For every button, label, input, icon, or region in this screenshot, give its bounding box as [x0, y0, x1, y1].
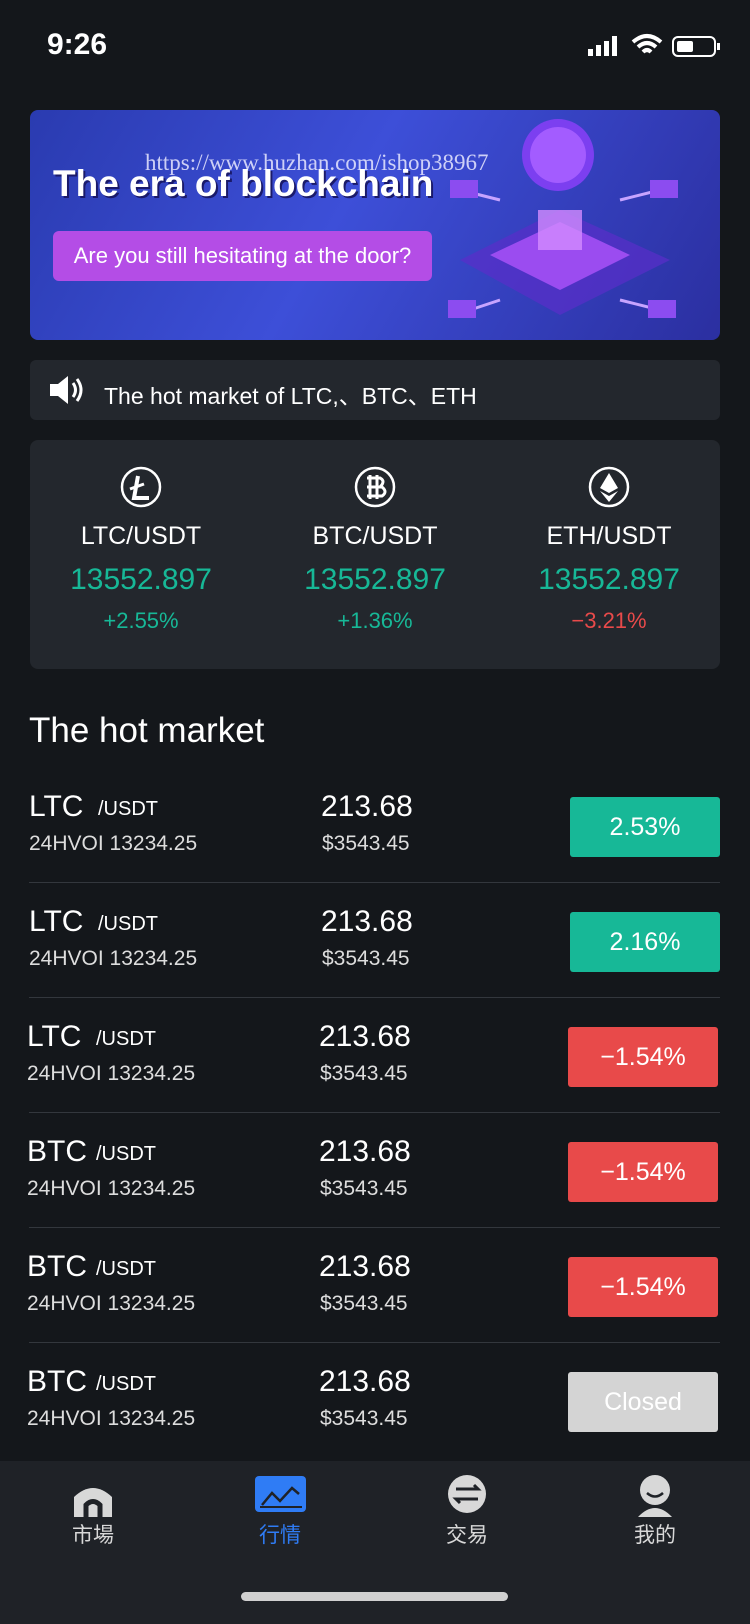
ticker-price: 13552.897	[304, 563, 446, 596]
ticker-price: 13552.897	[538, 563, 680, 596]
change-badge[interactable]: 2.16%	[570, 912, 720, 972]
row-divider	[29, 997, 720, 998]
price: 213.68	[319, 1365, 411, 1398]
volume: 24HVOI 13234.25	[29, 947, 198, 970]
price: 213.68	[319, 1250, 411, 1283]
change-badge[interactable]: −1.54%	[568, 1257, 718, 1317]
row-divider	[29, 1112, 720, 1113]
usd-price: $3543.45	[320, 1177, 408, 1200]
coin-quote: /USDT	[96, 1143, 156, 1165]
coin-name: LTC	[29, 905, 84, 938]
notice-text: The hot market of LTC,、BTC、ETH	[104, 383, 477, 409]
status-time: 9:26	[47, 28, 108, 61]
coin-name: BTC	[27, 1250, 87, 1283]
home-indicator	[241, 1592, 508, 1601]
row-divider	[29, 1227, 720, 1228]
price: 213.68	[319, 1135, 411, 1168]
row-divider	[29, 1342, 720, 1343]
watermark: https://www.huzhan.com/ishop38967	[145, 150, 489, 175]
usd-price: $3543.45	[322, 947, 410, 970]
usd-price: $3543.45	[320, 1407, 408, 1430]
volume: 24HVOI 13234.25	[27, 1177, 196, 1200]
ticker-pair: ETH/USDT	[546, 522, 672, 550]
coin-icons	[120, 466, 630, 508]
tab-icons	[74, 1475, 672, 1517]
volume: 24HVOI 13234.25	[27, 1407, 196, 1430]
change-badge[interactable]: −1.54%	[568, 1027, 718, 1087]
price: 213.68	[321, 905, 413, 938]
banner-button[interactable]: Are you still hesitating at the door?	[53, 231, 432, 281]
ticker-change: +1.36%	[337, 608, 413, 633]
usd-price: $3543.45	[320, 1292, 408, 1315]
change-badge[interactable]: −1.54%	[568, 1142, 718, 1202]
banner-title: The era of blockchain	[53, 163, 434, 204]
change-badge[interactable]: Closed	[568, 1372, 718, 1432]
notice-bar: The hot market of LTC,、BTC、ETH	[30, 360, 720, 420]
coin-quote: /USDT	[96, 1028, 156, 1050]
volume: 24HVOI 13234.25	[29, 832, 198, 855]
ticker-pair: LTC/USDT	[80, 522, 202, 550]
coin-name: BTC	[27, 1135, 87, 1168]
section-title: The hot market	[29, 711, 265, 750]
change-badge[interactable]: 2.53%	[570, 797, 720, 857]
banner-art	[448, 119, 678, 318]
status-icons	[588, 34, 720, 57]
usd-price: $3543.45	[320, 1062, 408, 1085]
volume: 24HVOI 13234.25	[27, 1062, 196, 1085]
ticker-card: LTC/USDT 13552.897 +2.55% BTC/USDT 13552.897…	[30, 440, 720, 669]
price: 213.68	[321, 790, 413, 823]
coin-quote: /USDT	[98, 913, 158, 935]
row-divider	[29, 882, 720, 883]
coin-quote: /USDT	[96, 1373, 156, 1395]
coin-quote: /USDT	[98, 798, 158, 820]
banner[interactable]: https://www.huzhan.com/ishop38967 The er…	[30, 110, 720, 340]
ticker-price: 13552.897	[70, 563, 212, 596]
ticker-change: −3.21%	[571, 608, 647, 633]
tab-label[interactable]: 市場	[72, 1524, 114, 1547]
ticker-change: +2.55%	[103, 608, 179, 633]
coin-quote: /USDT	[96, 1258, 156, 1280]
coin-name: LTC	[29, 790, 84, 823]
tab-label[interactable]: 我的	[634, 1524, 676, 1547]
volume: 24HVOI 13234.25	[27, 1292, 196, 1315]
tab-bar: 市場 行情 交易 我的	[0, 1461, 750, 1624]
tab-label[interactable]: 交易	[446, 1524, 488, 1547]
ticker-pair: BTC/USDT	[312, 522, 438, 550]
coin-name: LTC	[27, 1020, 82, 1053]
price: 213.68	[319, 1020, 411, 1053]
usd-price: $3543.45	[322, 832, 410, 855]
coin-name: BTC	[27, 1365, 87, 1398]
tab-label[interactable]: 行情	[259, 1524, 301, 1547]
speaker-icon	[50, 376, 83, 404]
